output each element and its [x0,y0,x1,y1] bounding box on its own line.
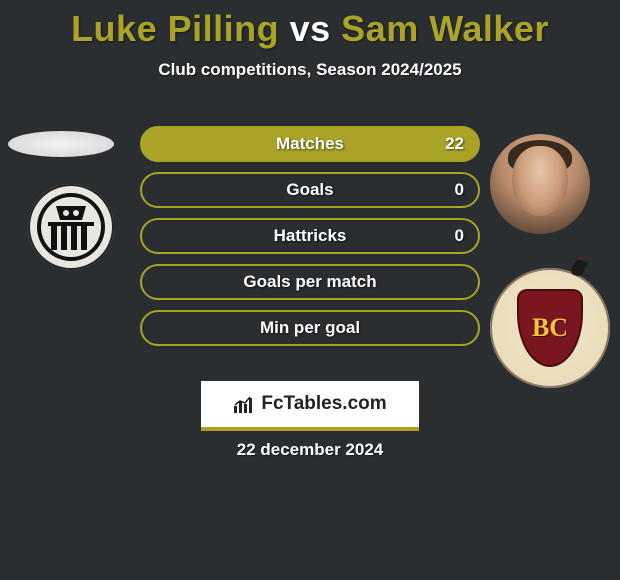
bar-chart-icon [233,394,255,414]
stat-right-value: 0 [455,226,464,246]
date-label: 22 december 2024 [0,440,620,460]
player2-avatar [490,134,590,234]
bradford-city-icon: BC [519,291,581,365]
stat-label: Goals [286,180,333,200]
player1-avatar [8,131,114,157]
comparison-infographic: Luke Pilling vs Sam Walker Club competit… [0,8,620,580]
club-initials: BC [532,313,568,343]
stat-row-goals-per-match: Goals per match [140,264,480,300]
stat-label: Hattricks [274,226,347,246]
page-title: Luke Pilling vs Sam Walker [0,8,620,50]
stat-label: Min per goal [260,318,360,338]
subtitle: Club competitions, Season 2024/2025 [0,60,620,80]
stat-row-goals: Goals 0 [140,172,480,208]
stat-row-min-per-goal: Min per goal [140,310,480,346]
notts-county-icon [36,192,106,262]
watermark: FcTables.com [201,381,419,431]
stat-row-matches: Matches 22 [140,126,480,162]
stats-list: Matches 22 Goals 0 Hattricks 0 Goals per… [140,126,480,356]
vs-separator: vs [290,8,331,49]
stat-label: Goals per match [243,272,376,292]
stat-right-value: 22 [445,134,464,154]
player1-club-badge [28,184,114,270]
stat-right-value: 0 [455,180,464,200]
watermark-text: FcTables.com [261,393,386,415]
player1-name: Luke Pilling [71,8,279,49]
stat-label: Matches [276,134,344,154]
player2-club-badge: BC [490,268,610,388]
stat-row-hattricks: Hattricks 0 [140,218,480,254]
rooster-icon [566,254,592,280]
player2-name: Sam Walker [341,8,549,49]
